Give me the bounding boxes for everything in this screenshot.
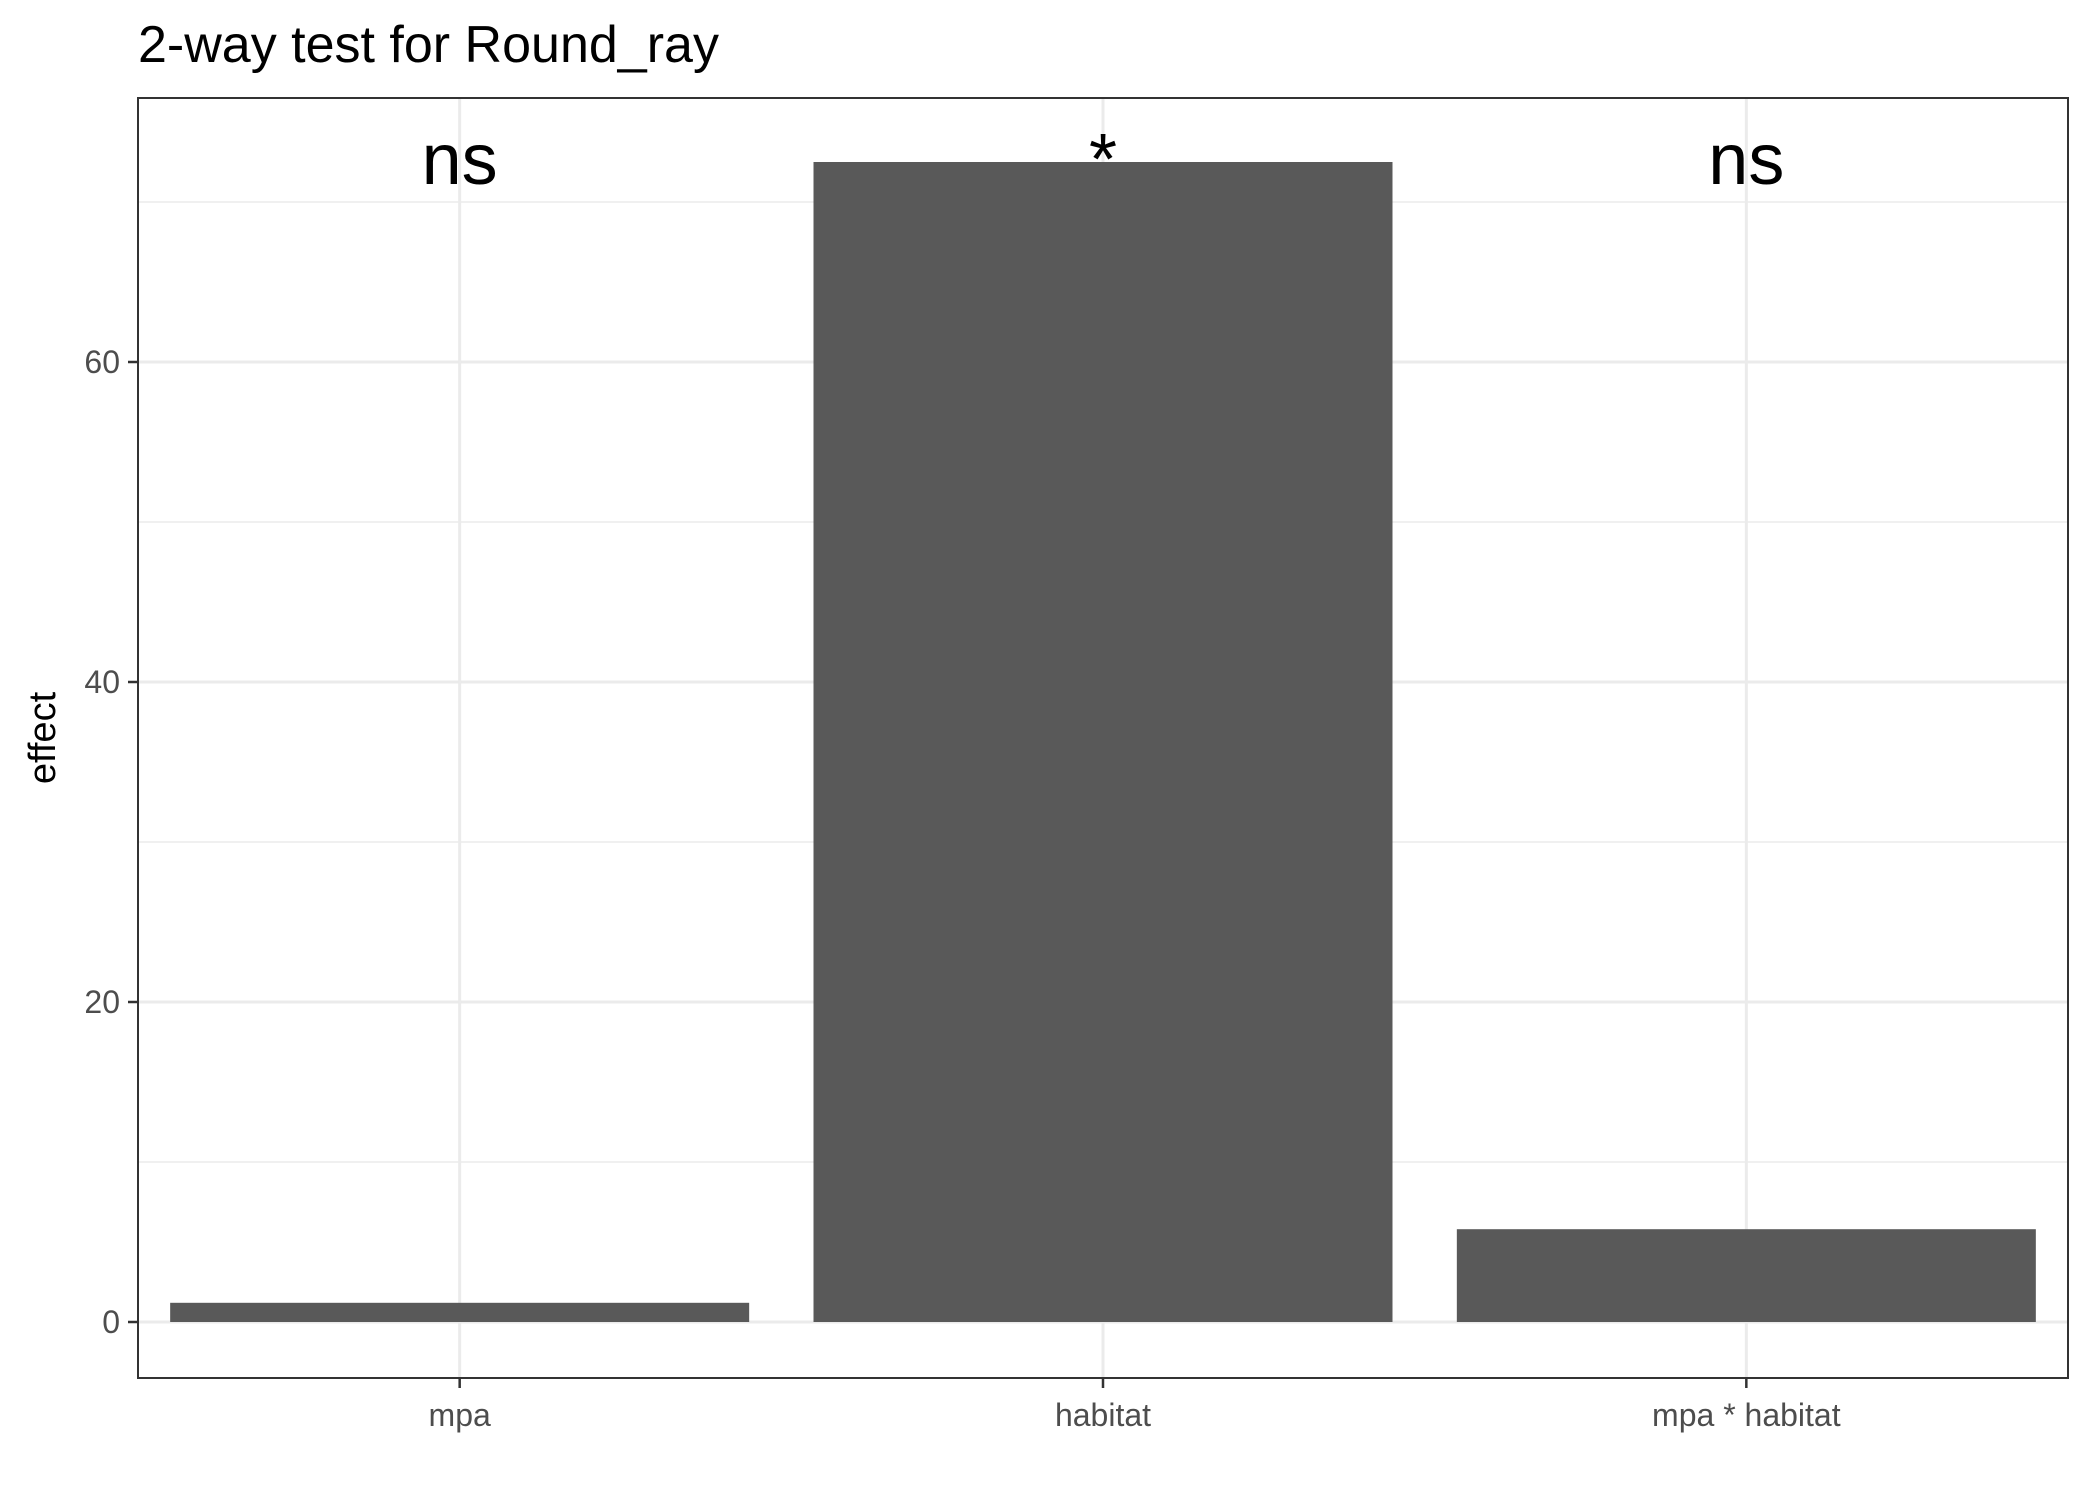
chart-title: 2-way test for Round_ray — [138, 16, 719, 74]
annotation-label: ns — [422, 120, 498, 200]
annotation-label: ns — [1708, 120, 1784, 200]
annotation-label: * — [1089, 120, 1117, 200]
x-tick-label: mpa — [429, 1397, 491, 1433]
bars — [170, 162, 2036, 1322]
y-tick-label: 20 — [84, 984, 120, 1020]
bar-mpa-habitat — [1456, 1229, 2036, 1322]
y-tick-label: 60 — [84, 344, 120, 380]
y-tick-label: 40 — [84, 664, 120, 700]
significance-annotations: ns * ns — [422, 120, 1785, 200]
y-axis: 0 20 40 60 — [84, 344, 138, 1340]
y-axis-label: effect — [22, 691, 64, 784]
y-tick-label: 0 — [102, 1304, 120, 1340]
x-tick-label: mpa * habitat — [1652, 1397, 1841, 1433]
bar-habitat — [813, 162, 1393, 1322]
x-tick-label: habitat — [1055, 1397, 1151, 1433]
x-axis: mpa habitat mpa * habitat — [429, 1378, 1841, 1433]
bar-mpa — [170, 1302, 750, 1322]
